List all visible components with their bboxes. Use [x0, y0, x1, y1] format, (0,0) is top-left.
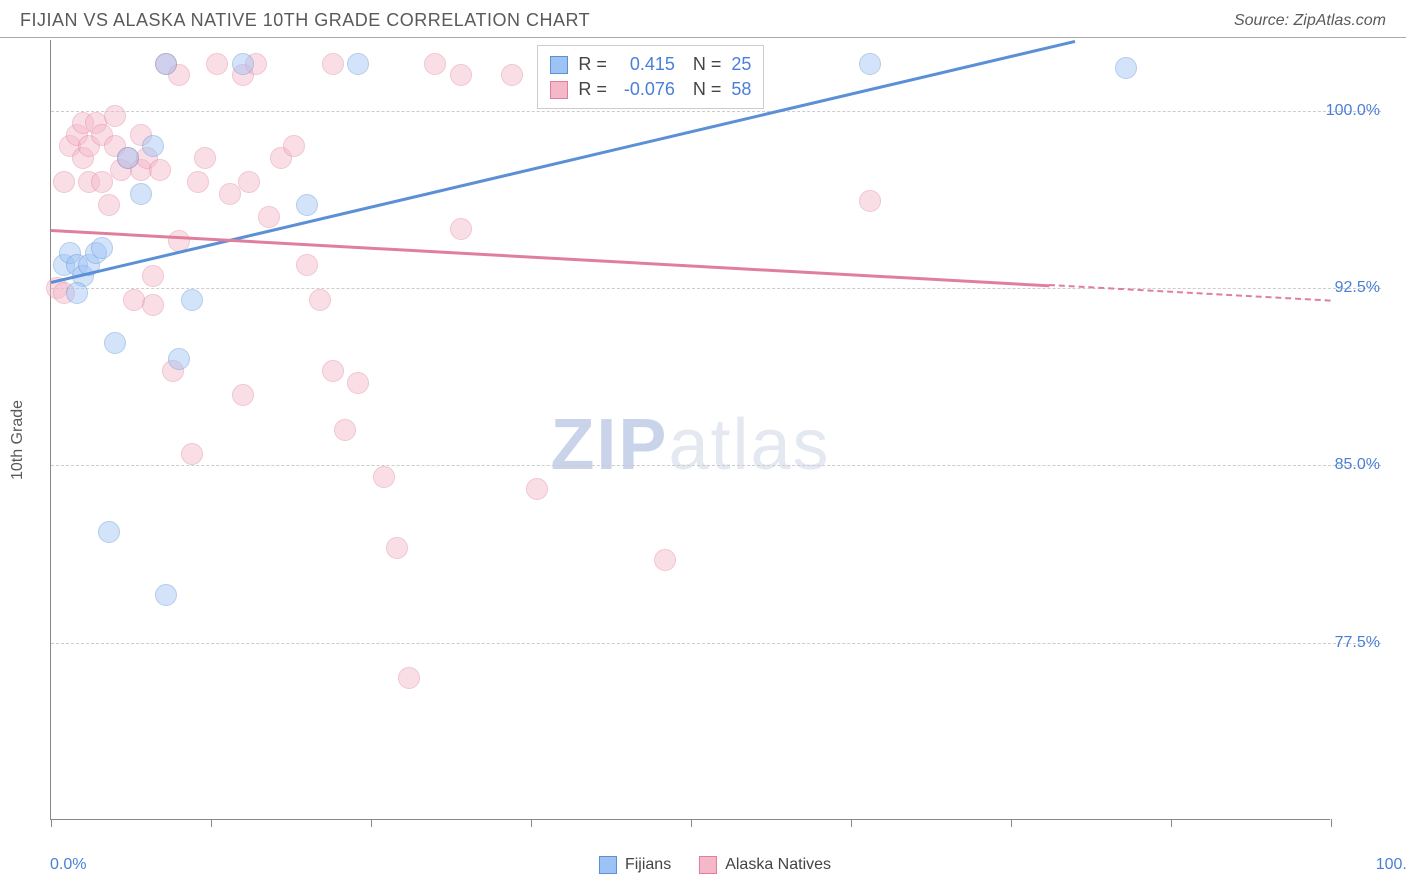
data-point: [142, 294, 164, 316]
y-tick-label: 92.5%: [1335, 279, 1380, 297]
watermark-rest: atlas: [668, 405, 830, 485]
legend-label: Alaska Natives: [725, 856, 831, 874]
data-point: [526, 478, 548, 500]
data-point: [117, 147, 139, 169]
data-point: [386, 537, 408, 559]
data-point: [238, 171, 260, 193]
data-point: [373, 466, 395, 488]
y-axis-label: 10th Grade: [9, 400, 27, 480]
data-point: [296, 254, 318, 276]
x-tick: [1011, 819, 1012, 827]
data-point: [334, 419, 356, 441]
data-point: [149, 159, 171, 181]
data-point: [104, 332, 126, 354]
stat-n-label: N =: [693, 54, 722, 75]
stat-r-value: 0.415: [617, 54, 675, 75]
plot-area: ZIPatlas 100.0%92.5%85.0%77.5%R =0.415N …: [50, 40, 1330, 820]
data-point: [859, 190, 881, 212]
x-tick: [531, 819, 532, 827]
data-point: [450, 218, 472, 240]
data-point: [219, 183, 241, 205]
data-point: [66, 282, 88, 304]
chart-title: FIJIAN VS ALASKA NATIVE 10TH GRADE CORRE…: [20, 10, 590, 31]
stats-row: R = -0.076 N = 58: [550, 77, 751, 102]
x-tick: [51, 819, 52, 827]
x-axis-max-label: 100.0%: [1376, 856, 1406, 874]
data-point: [450, 64, 472, 86]
x-tick: [211, 819, 212, 827]
legend-item: Fijians: [599, 856, 671, 874]
legend-item: Alaska Natives: [699, 856, 831, 874]
data-point: [91, 171, 113, 193]
data-point: [168, 348, 190, 370]
data-point: [181, 443, 203, 465]
data-point: [258, 206, 280, 228]
data-point: [654, 549, 676, 571]
data-point: [1115, 57, 1137, 79]
gridline: [51, 288, 1381, 289]
data-point: [98, 521, 120, 543]
data-point: [232, 53, 254, 75]
stat-n-value: 58: [731, 79, 751, 100]
data-point: [104, 105, 126, 127]
stat-r-label: R =: [578, 54, 607, 75]
x-tick: [1171, 819, 1172, 827]
gridline: [51, 111, 1381, 112]
x-tick: [851, 819, 852, 827]
stats-row: R = 0.415 N = 25: [550, 52, 751, 77]
data-point: [53, 171, 75, 193]
stat-r-value: -0.076: [617, 79, 675, 100]
y-tick-label: 77.5%: [1335, 634, 1380, 652]
data-point: [187, 171, 209, 193]
watermark: ZIPatlas: [550, 404, 830, 486]
data-point: [181, 289, 203, 311]
data-point: [142, 265, 164, 287]
data-point: [130, 183, 152, 205]
data-point: [322, 360, 344, 382]
y-tick-label: 85.0%: [1335, 456, 1380, 474]
data-point: [142, 135, 164, 157]
x-tick: [371, 819, 372, 827]
x-tick: [691, 819, 692, 827]
data-point: [859, 53, 881, 75]
x-tick: [1331, 819, 1332, 827]
x-axis-min-label: 0.0%: [50, 856, 86, 874]
data-point: [98, 194, 120, 216]
gridline: [51, 465, 1381, 466]
data-point: [155, 584, 177, 606]
y-tick-label: 100.0%: [1326, 102, 1380, 120]
series-swatch: [550, 81, 568, 99]
data-point: [206, 53, 228, 75]
watermark-bold: ZIP: [550, 405, 668, 485]
data-point: [91, 237, 113, 259]
data-point: [424, 53, 446, 75]
data-point: [283, 135, 305, 157]
legend-bottom: Fijians Alaska Natives: [599, 856, 831, 874]
data-point: [232, 384, 254, 406]
stat-n-label: N =: [693, 79, 722, 100]
data-point: [501, 64, 523, 86]
data-point: [347, 372, 369, 394]
chart-header: FIJIAN VS ALASKA NATIVE 10TH GRADE CORRE…: [0, 0, 1406, 38]
legend-swatch: [599, 856, 617, 874]
stats-legend: R = 0.415 N = 25 R = -0.076 N = 58: [537, 45, 764, 109]
chart-container: 10th Grade ZIPatlas 100.0%92.5%85.0%77.5…: [50, 40, 1380, 840]
trend-line: [51, 229, 1050, 287]
legend-label: Fijians: [625, 856, 671, 874]
chart-source: Source: ZipAtlas.com: [1234, 12, 1386, 30]
data-point: [322, 53, 344, 75]
stat-r-label: R =: [578, 79, 607, 100]
data-point: [194, 147, 216, 169]
data-point: [309, 289, 331, 311]
trend-line-dashed: [1049, 284, 1331, 302]
data-point: [347, 53, 369, 75]
gridline: [51, 643, 1381, 644]
stat-n-value: 25: [731, 54, 751, 75]
data-point: [398, 667, 420, 689]
series-swatch: [550, 56, 568, 74]
data-point: [296, 194, 318, 216]
legend-swatch: [699, 856, 717, 874]
data-point: [155, 53, 177, 75]
